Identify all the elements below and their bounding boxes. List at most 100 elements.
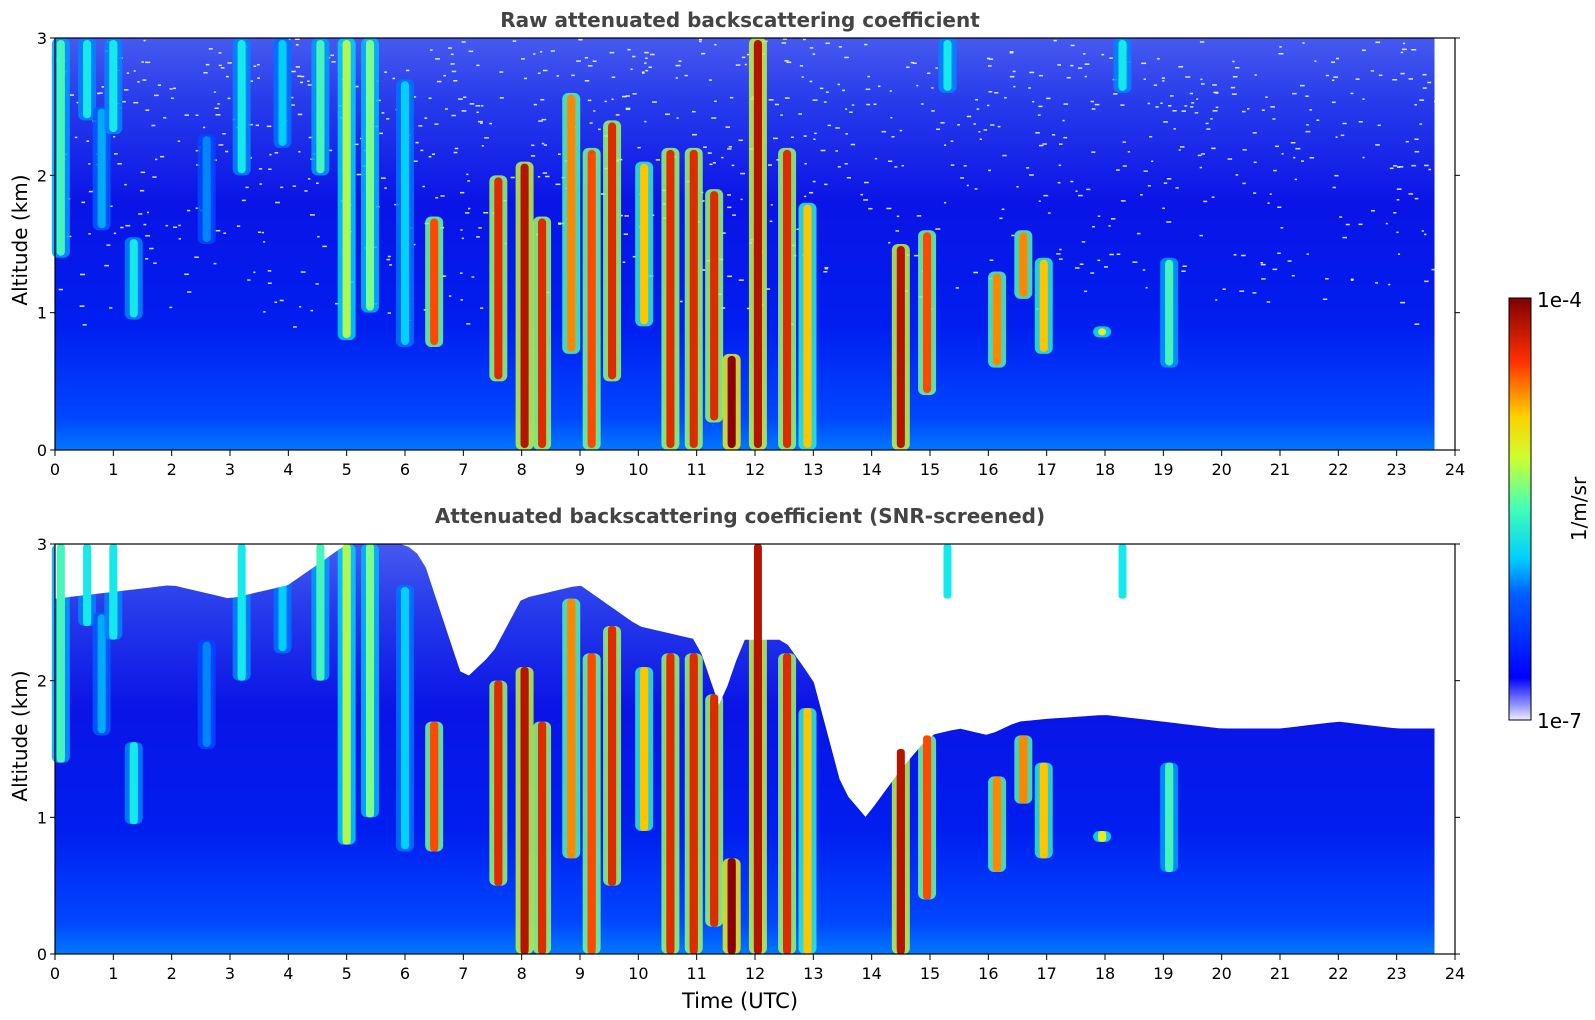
speckle <box>81 201 86 204</box>
speckle <box>728 146 733 148</box>
speckle <box>772 137 778 140</box>
speckle <box>780 114 783 116</box>
speckle <box>1377 124 1381 127</box>
speckle <box>722 232 726 234</box>
speckle <box>253 271 256 274</box>
speckle <box>1305 130 1311 133</box>
speckle <box>827 124 831 127</box>
speckle <box>1063 103 1069 105</box>
speckle <box>74 136 78 139</box>
cloud-feature-core <box>202 136 211 242</box>
surviving-feature <box>366 544 374 818</box>
speckle <box>746 307 751 310</box>
speckle <box>431 153 436 155</box>
speckle <box>1140 194 1143 196</box>
speckle <box>1113 93 1118 95</box>
speckle <box>1101 53 1105 56</box>
speckle <box>97 92 100 95</box>
speckle <box>714 100 717 103</box>
speckle <box>709 163 713 166</box>
speckle <box>227 62 232 64</box>
speckle <box>499 71 504 73</box>
speckle <box>1058 164 1062 167</box>
speckle <box>1233 254 1237 256</box>
cloud-feature-core <box>202 641 211 747</box>
speckle <box>627 48 631 51</box>
speckle <box>1203 200 1208 203</box>
speckle <box>113 135 116 138</box>
cloud-feature-core <box>640 163 649 325</box>
speckle <box>655 159 661 161</box>
speckle <box>415 141 419 144</box>
speckle <box>125 224 131 227</box>
speckle <box>140 171 146 174</box>
surviving-feature <box>753 544 762 954</box>
cloud-feature-core <box>1165 259 1174 366</box>
speckle <box>1331 61 1335 63</box>
speckle <box>88 163 91 165</box>
speckle <box>290 104 295 106</box>
speckle <box>931 110 935 112</box>
speckle <box>1411 164 1417 167</box>
speckle <box>530 155 536 157</box>
speckle <box>163 117 167 119</box>
speckle <box>79 305 85 307</box>
colorbar-min-label: 1e-7 <box>1537 709 1582 733</box>
speckle <box>213 91 217 93</box>
speckle <box>1056 253 1061 255</box>
speckle <box>461 41 466 43</box>
speckle <box>1038 200 1041 202</box>
speckle <box>1200 78 1203 81</box>
speckle <box>621 95 627 98</box>
speckle <box>1090 272 1095 274</box>
speckle <box>541 142 545 145</box>
speckle <box>997 125 1001 128</box>
speckle <box>1181 110 1187 112</box>
speckle <box>405 69 410 72</box>
speckle <box>537 176 541 178</box>
speckle <box>257 231 261 233</box>
speckle <box>957 124 960 126</box>
speckle <box>297 113 303 116</box>
cloud-feature-core <box>365 40 375 311</box>
speckle <box>1070 180 1074 183</box>
speckle <box>1422 73 1427 76</box>
x-tick-label: 22 <box>1328 460 1348 479</box>
speckle <box>597 128 601 131</box>
speckle <box>1038 105 1043 108</box>
speckle <box>708 79 713 81</box>
surviving-feature <box>608 626 617 886</box>
speckle <box>356 173 362 176</box>
surviving-feature <box>727 858 736 954</box>
speckle <box>1163 182 1168 184</box>
speckle <box>82 324 87 326</box>
speckle <box>1153 84 1158 86</box>
speckle <box>632 55 636 58</box>
x-tick-label: 9 <box>575 460 585 479</box>
speckle <box>353 143 359 146</box>
speckle <box>1137 232 1141 235</box>
speckle <box>1396 188 1402 190</box>
speckle <box>386 258 391 261</box>
speckle <box>1016 185 1019 188</box>
speckle <box>1421 230 1424 232</box>
x-tick-label: 19 <box>1153 460 1173 479</box>
speckle <box>460 229 463 231</box>
top-plot-area <box>51 38 1455 450</box>
cloud-feature-core <box>520 163 529 448</box>
speckle <box>1402 48 1407 51</box>
speckle <box>471 276 475 278</box>
x-tick-label: 2 <box>167 460 177 479</box>
speckle <box>1097 215 1101 217</box>
speckle <box>466 173 469 176</box>
speckle <box>555 183 561 186</box>
speckle <box>796 228 799 231</box>
cloud-feature-core <box>278 40 287 146</box>
speckle <box>849 111 853 113</box>
speckle <box>988 65 992 67</box>
speckle <box>152 176 157 178</box>
speckle <box>680 300 683 303</box>
speckle <box>823 270 828 273</box>
y-tick-label: 0 <box>37 945 47 964</box>
speckle <box>721 156 724 159</box>
